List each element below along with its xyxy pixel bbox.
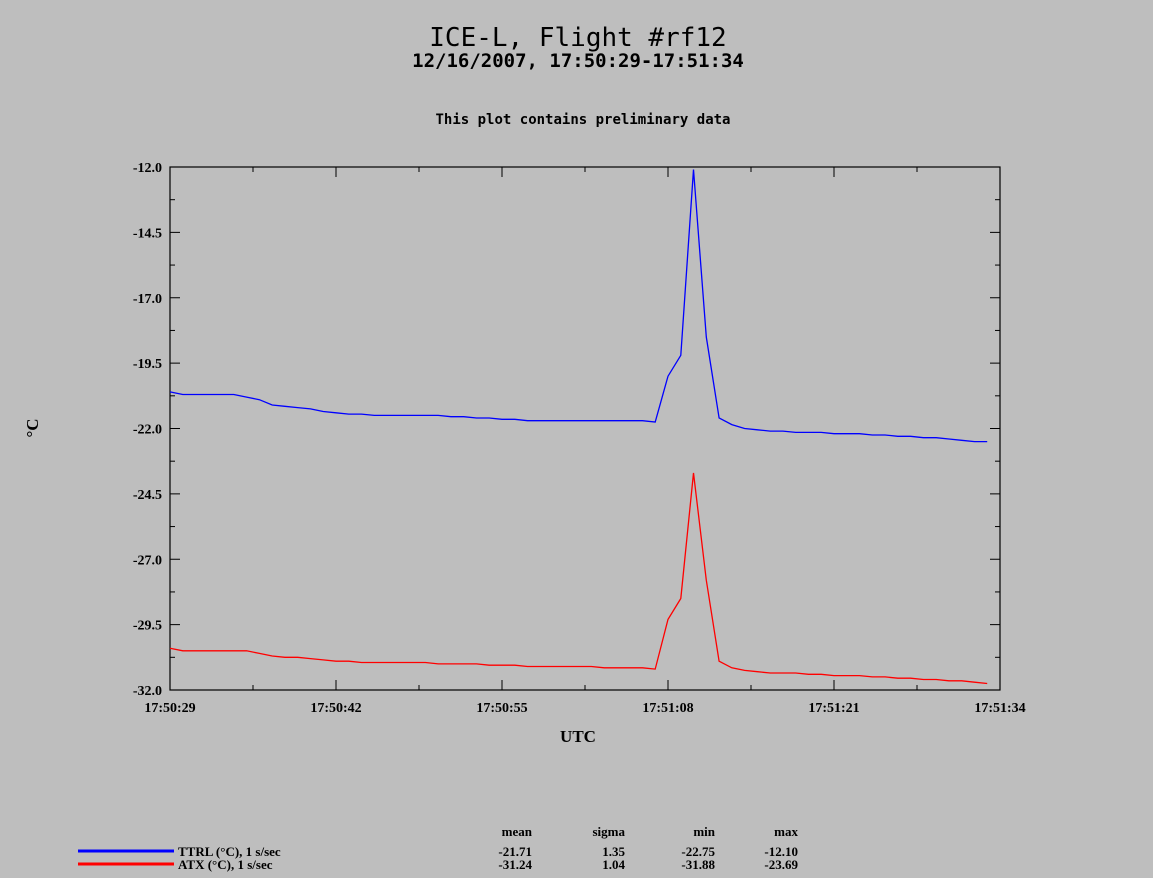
y-tick-label: -19.5 xyxy=(133,357,162,372)
stats-header: mean xyxy=(502,824,533,839)
legend-label: TTRL (°C), 1 s/sec xyxy=(178,844,281,859)
stats-value: -22.75 xyxy=(681,844,715,859)
x-tick-label: 17:51:34 xyxy=(974,701,1025,716)
y-tick-label: -32.0 xyxy=(133,684,162,699)
y-axis-label: °C xyxy=(23,418,42,437)
stats-value: 1.04 xyxy=(602,857,625,872)
legend-label: ATX (°C), 1 s/sec xyxy=(178,857,273,872)
stats-value: 1.35 xyxy=(602,844,625,859)
y-tick-label: -27.0 xyxy=(133,553,162,568)
series-line-atx xyxy=(169,472,988,685)
stats-value: -23.69 xyxy=(764,857,798,872)
x-tick-label: 17:50:55 xyxy=(476,701,527,716)
preliminary-note: This plot contains preliminary data xyxy=(435,112,730,128)
x-tick-label: 17:50:42 xyxy=(310,701,361,716)
stats-value: -31.88 xyxy=(681,857,715,872)
y-tick-label: -14.5 xyxy=(133,226,162,241)
series-lines xyxy=(169,169,988,685)
y-tick-label: -29.5 xyxy=(133,619,162,634)
x-tick-label: 17:51:08 xyxy=(642,701,693,716)
stats-table: mean sigma min max TTRL (°C), 1 s/sec -21.71 1… xyxy=(78,824,798,872)
y-tick-label: -22.0 xyxy=(133,423,162,438)
y-tick-label: -17.0 xyxy=(133,292,162,307)
plot-area xyxy=(169,166,1001,691)
y-tick-label: -12.0 xyxy=(133,161,162,176)
stats-value: -12.10 xyxy=(764,844,798,859)
chart-title: ICE-L, Flight #rf12 xyxy=(429,23,726,53)
stats-header: max xyxy=(774,824,798,839)
chart-subtitle: 12/16/2007, 17:50:29-17:51:34 xyxy=(412,50,744,72)
stats-header: sigma xyxy=(593,824,626,839)
stats-value: -31.24 xyxy=(498,857,532,872)
series-line-ttrl xyxy=(169,169,988,443)
x-tick-label: 17:50:29 xyxy=(144,701,195,716)
y-axis-ticks: -12.0 -14.5 -17.0 -19.5 -22.0 -24.5 -27.0 -29.5… xyxy=(133,161,1000,699)
stats-value: -21.71 xyxy=(498,844,532,859)
x-axis-label: UTC xyxy=(560,727,596,746)
y-tick-label: -24.5 xyxy=(133,488,162,503)
x-axis-ticks: 17:50:29 17:50:42 17:50:55 17:51:08 17:51:21… xyxy=(144,167,1026,716)
x-tick-label: 17:51:21 xyxy=(808,701,859,716)
stats-header: min xyxy=(693,824,715,839)
